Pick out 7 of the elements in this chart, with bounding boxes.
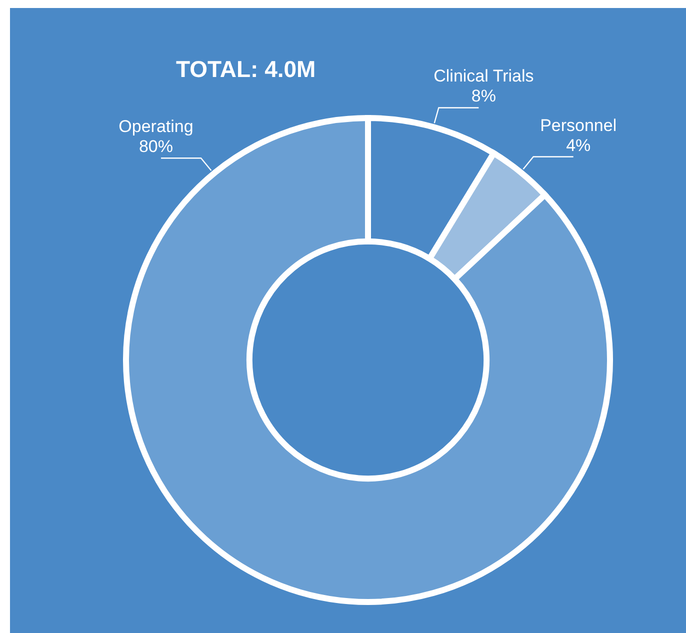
data-label: 8% bbox=[471, 86, 496, 106]
slice-label: Personnel bbox=[540, 116, 617, 135]
data-label: 4% bbox=[566, 136, 591, 155]
data-label: 80% bbox=[138, 137, 174, 156]
chart-title: TOTAL: 4.0M bbox=[176, 56, 316, 83]
slice-label: Operating bbox=[118, 117, 194, 136]
slice-label: Clinical Trials bbox=[434, 66, 534, 86]
